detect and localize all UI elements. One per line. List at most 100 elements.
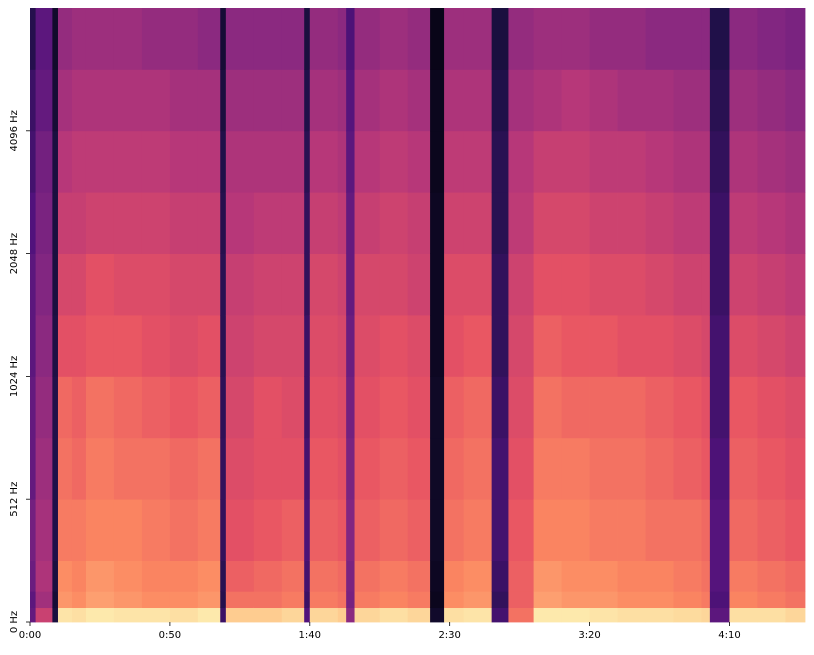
cell — [281, 315, 305, 377]
cell — [225, 591, 255, 609]
cell — [379, 130, 409, 193]
cell — [508, 69, 535, 132]
cell — [463, 192, 493, 254]
cell — [85, 591, 115, 609]
cell — [337, 315, 347, 377]
cell — [57, 192, 73, 254]
cell — [169, 315, 199, 377]
cell — [253, 253, 283, 316]
cell — [561, 437, 590, 500]
cell — [701, 591, 711, 609]
cell — [35, 130, 53, 193]
cell — [225, 376, 255, 439]
cell — [673, 253, 702, 316]
cell — [35, 607, 53, 623]
cell — [463, 69, 493, 132]
cell — [71, 560, 87, 592]
cell — [645, 192, 674, 254]
cell — [407, 192, 431, 254]
cell — [491, 69, 509, 132]
cell — [304, 253, 311, 316]
cell — [617, 607, 646, 623]
cell — [589, 437, 618, 500]
cell — [113, 130, 143, 193]
cell — [354, 376, 381, 439]
cell — [304, 192, 311, 254]
cell — [354, 499, 381, 561]
cell — [617, 8, 646, 70]
cell — [346, 591, 355, 609]
cell — [729, 192, 758, 254]
cell — [52, 560, 59, 592]
cell — [645, 376, 674, 439]
cell — [346, 499, 355, 561]
cell — [561, 591, 590, 609]
cell — [141, 591, 171, 609]
cell — [113, 315, 143, 377]
cell — [785, 437, 806, 500]
cell — [85, 8, 115, 70]
cell — [785, 8, 806, 70]
cell — [589, 315, 618, 377]
cell — [508, 192, 535, 254]
cell — [197, 315, 221, 377]
cell — [304, 437, 311, 500]
cell — [444, 376, 465, 439]
y-tick-label: 4096 Hz — [9, 110, 20, 151]
cell — [430, 69, 445, 132]
cell — [253, 591, 283, 609]
cell — [71, 315, 87, 377]
cell — [561, 8, 590, 70]
cell — [491, 8, 509, 70]
cell — [253, 8, 283, 70]
cell — [407, 253, 431, 316]
cell — [141, 253, 171, 316]
cell — [533, 253, 562, 316]
cell — [225, 253, 255, 316]
cell — [533, 192, 562, 254]
cell — [379, 607, 409, 623]
cell — [430, 437, 445, 500]
cell — [197, 376, 221, 439]
cell — [444, 192, 465, 254]
cell — [701, 8, 711, 70]
cell — [35, 192, 53, 254]
cell — [533, 499, 562, 561]
cell — [561, 560, 590, 592]
cell — [673, 607, 702, 623]
cell — [30, 437, 36, 500]
cell — [491, 591, 509, 609]
cell — [304, 130, 311, 193]
cell — [709, 376, 730, 439]
cell — [113, 8, 143, 70]
spectrogram — [30, 8, 806, 623]
cell — [617, 69, 646, 132]
cell — [225, 560, 255, 592]
cell — [533, 591, 562, 609]
cell — [85, 376, 115, 439]
cell — [491, 376, 509, 439]
cell — [709, 591, 730, 609]
cell — [354, 69, 381, 132]
cell — [379, 437, 409, 500]
cell — [85, 253, 115, 316]
cell — [701, 192, 711, 254]
cell — [220, 253, 227, 316]
cell — [463, 499, 493, 561]
cell — [169, 607, 199, 623]
cell — [508, 607, 535, 623]
cell — [113, 376, 143, 439]
cell — [57, 130, 73, 193]
cell — [589, 8, 618, 70]
cell — [337, 130, 347, 193]
cell — [757, 8, 786, 70]
cell — [113, 69, 143, 132]
cell — [169, 437, 199, 500]
cell — [304, 607, 311, 623]
cell — [337, 253, 347, 316]
cell — [430, 192, 445, 254]
cell — [463, 591, 493, 609]
cell — [444, 315, 465, 377]
cell — [354, 130, 381, 193]
cell — [645, 315, 674, 377]
